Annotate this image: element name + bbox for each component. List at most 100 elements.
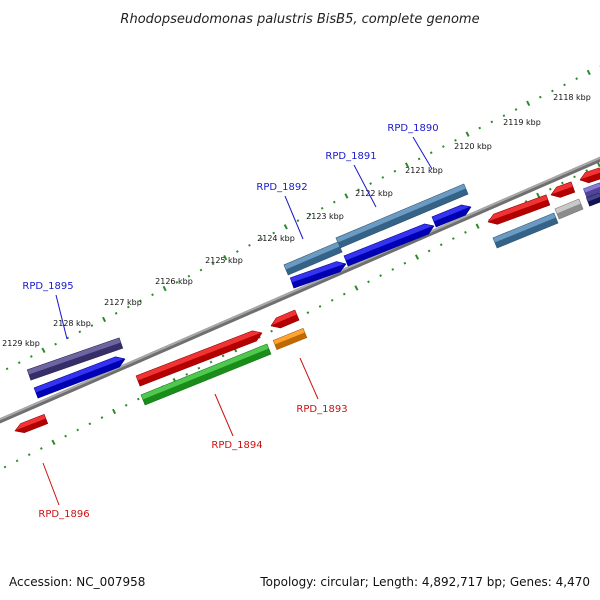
lower-tick-mark xyxy=(306,311,310,314)
lower-tick-mark xyxy=(561,181,564,185)
lower-tick-mark xyxy=(573,175,576,179)
feature-outline xyxy=(135,330,263,387)
feature-orange-1893[interactable] xyxy=(272,328,308,350)
upper-tick-mark xyxy=(332,200,336,204)
feature-red-right-3[interactable] xyxy=(578,167,600,185)
feature-navy-1895[interactable] xyxy=(26,337,124,381)
upper-tick-mark xyxy=(490,120,494,124)
feature-bevel xyxy=(579,167,600,180)
upper-tick-mark xyxy=(429,151,433,155)
feature-outline xyxy=(283,241,343,276)
tick-label: 2123 kbp xyxy=(306,212,344,221)
lower-tick-mark xyxy=(452,237,455,240)
feature-bevel xyxy=(492,212,556,243)
upper-tick-mark xyxy=(538,95,542,99)
upper-tick-mark xyxy=(211,262,215,266)
upper-tick-mark xyxy=(393,169,397,173)
gene-label-leader xyxy=(412,136,433,170)
gene-label-rpd-1896[interactable]: RPD_1896 xyxy=(38,509,89,520)
upper-tick-mark xyxy=(551,89,554,93)
upper-tick-mark xyxy=(30,355,33,358)
feature-outline xyxy=(550,181,576,198)
feature-bevel xyxy=(550,181,573,195)
lower-tick-mark xyxy=(427,249,431,253)
feature-red-1894[interactable] xyxy=(135,328,264,387)
feature-bevel xyxy=(335,183,466,243)
feature-gray-right[interactable] xyxy=(554,198,584,220)
upper-tick-mark xyxy=(139,299,142,303)
tick-label: 2121 kbp xyxy=(405,166,443,175)
lower-tick-mark xyxy=(536,192,541,199)
lower-tick-mark xyxy=(270,329,273,333)
upper-tick-mark xyxy=(199,268,203,272)
feature-steel-right[interactable] xyxy=(492,212,559,249)
upper-tick-mark xyxy=(102,316,107,323)
lower-tick-mark xyxy=(354,285,359,291)
gene-label-leader xyxy=(55,294,68,340)
feature-slate-right[interactable] xyxy=(583,182,600,198)
upper-tick-mark xyxy=(381,176,385,179)
upper-tick-mark xyxy=(514,108,518,111)
upper-tick-mark xyxy=(114,311,118,315)
feature-blue-1892[interactable] xyxy=(289,259,348,289)
tick-label: 2119 kbp xyxy=(503,118,541,127)
feature-red-1896[interactable] xyxy=(13,414,49,435)
feature-outline xyxy=(343,223,435,267)
feature-blue-1890[interactable] xyxy=(431,202,473,228)
upper-tick-mark xyxy=(162,285,167,292)
upper-tick-mark xyxy=(308,213,312,216)
upper-tick-mark xyxy=(90,324,94,327)
gene-label-rpd-1890[interactable]: RPD_1890 xyxy=(387,123,438,134)
upper-tick-mark xyxy=(283,224,288,230)
upper-tick-mark xyxy=(151,293,154,297)
tick-track: 2118 kbp 2119 kbp 2120 kbp 2121 kbp 2122 kbp… xyxy=(2,65,600,469)
gene-label-rpd-1893[interactable]: RPD_1893 xyxy=(296,404,347,415)
lower-tick-mark xyxy=(100,416,104,419)
feature-blue-1895[interactable] xyxy=(33,354,127,399)
feature-red-right-1[interactable] xyxy=(486,194,551,227)
feature-bevel xyxy=(283,241,340,270)
feature-bevel xyxy=(586,192,600,202)
upper-tick-mark xyxy=(357,188,360,192)
feature-outline xyxy=(14,414,49,434)
upper-tick-mark xyxy=(502,114,506,118)
feature-bevel xyxy=(431,204,471,222)
feature-bevel xyxy=(273,328,305,345)
gene-label-rpd-1895[interactable]: RPD_1895 xyxy=(22,281,73,292)
feature-green-1894[interactable] xyxy=(140,343,272,406)
lower-tick-mark xyxy=(197,366,201,370)
feature-body xyxy=(431,204,472,228)
lower-tick-mark xyxy=(64,434,67,438)
upper-tick-mark xyxy=(296,219,300,222)
upper-tick-mark xyxy=(187,274,191,278)
feature-outline xyxy=(270,309,300,329)
lower-tick-mark xyxy=(403,261,407,265)
lower-tick-mark xyxy=(209,360,213,364)
upper-tick-mark xyxy=(320,206,324,210)
feature-red-small[interactable] xyxy=(269,309,300,331)
lower-tick-mark xyxy=(585,169,588,172)
upper-tick-mark xyxy=(465,131,470,137)
feature-outline xyxy=(140,343,272,406)
feature-navy-right[interactable] xyxy=(586,192,600,207)
lower-tick-mark xyxy=(76,428,80,432)
lower-tick-mark xyxy=(318,305,322,308)
feature-bevel xyxy=(34,356,125,393)
lower-tick-mark xyxy=(475,223,480,229)
upper-tick-mark xyxy=(78,330,82,334)
feature-steel-1892[interactable] xyxy=(283,241,343,276)
gene-label-layer: RPD_1890 RPD_1891 RPD_1892 RPD_1895 RPD_1893… xyxy=(22,123,438,520)
feature-outline xyxy=(431,204,472,228)
lower-tick-mark xyxy=(464,231,467,234)
feature-outline xyxy=(492,212,559,249)
upper-tick-mark xyxy=(454,139,457,142)
feature-bevel xyxy=(270,309,297,326)
feature-red-right-2[interactable] xyxy=(549,181,576,200)
feature-blue-1891[interactable] xyxy=(343,221,436,267)
gene-label-rpd-1891[interactable]: RPD_1891 xyxy=(325,151,376,162)
map-title: Rhodopseudomonas palustris BisB5, comple… xyxy=(120,12,479,27)
gene-label-leader xyxy=(42,462,60,506)
gene-label-rpd-1892[interactable]: RPD_1892 xyxy=(256,182,307,193)
lower-tick-mark xyxy=(379,274,382,277)
gene-label-rpd-1894[interactable]: RPD_1894 xyxy=(211,440,262,451)
